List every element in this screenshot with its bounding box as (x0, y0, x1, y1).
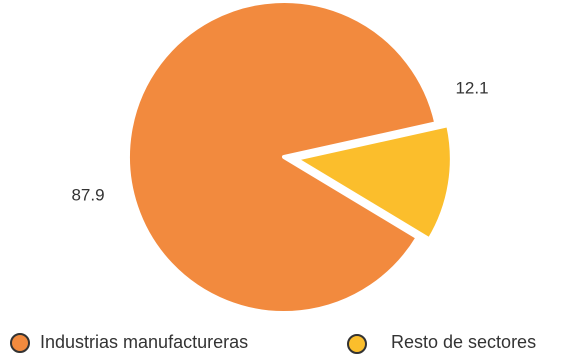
pie-slice-resto[interactable] (293, 123, 454, 242)
pie-slice-industrias[interactable] (126, 0, 439, 315)
legend-marker-resto (347, 334, 367, 354)
legend-item-resto[interactable]: Resto de sectores (347, 332, 536, 354)
data-label-resto: 12.1 (455, 78, 488, 97)
legend-label-industrias: Industrias manufactureras (40, 332, 248, 352)
legend-item-industrias[interactable]: Industrias manufactureras (10, 332, 248, 353)
legend-label-resto: Resto de sectores (391, 332, 536, 352)
pie-slices (126, 0, 454, 315)
legend: Industrias manufactureras Resto de secto… (10, 332, 536, 354)
data-label-industrias: 87.9 (71, 185, 104, 204)
legend-marker-industrias (10, 333, 30, 353)
